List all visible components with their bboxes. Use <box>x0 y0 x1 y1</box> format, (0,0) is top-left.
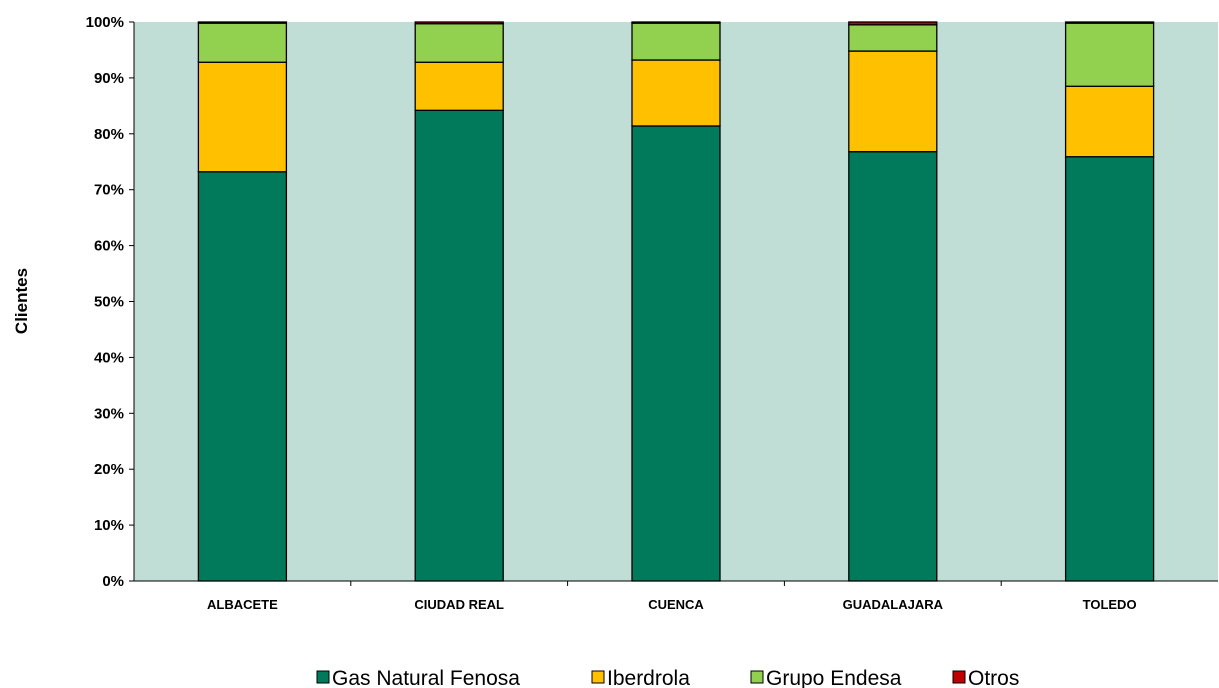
y-tick-label: 70% <box>94 182 124 199</box>
bar-segment <box>414 61 504 111</box>
y-tick-label: 20% <box>94 461 124 478</box>
y-tick-label: 90% <box>94 70 124 87</box>
bar-segment <box>197 61 288 173</box>
y-tick-label: 0% <box>102 573 124 590</box>
y-tick-label: 100% <box>86 14 124 31</box>
y-tick-label: 60% <box>94 238 124 255</box>
x-category-label: GUADALAJARA <box>843 597 944 612</box>
y-tick-label: 50% <box>94 294 124 311</box>
bar-segment <box>1064 21 1155 24</box>
legend-swatch <box>952 670 966 684</box>
legend: Gas Natural Fenosa Iberdrola Grupo Endesa O… <box>316 667 1019 688</box>
y-tick-label: 40% <box>94 349 124 366</box>
x-category-label: CIUDAD REAL <box>414 597 504 612</box>
bar-segment <box>631 21 721 24</box>
bar-segment <box>631 125 721 582</box>
y-axis-ticks: 0% 10% 20% 30% 40% 50% 60% 70% 80% 90% 100% <box>86 14 134 590</box>
bar-segment <box>848 151 938 582</box>
y-tick-label: 30% <box>94 405 124 422</box>
x-category-label: CUENCA <box>648 597 704 612</box>
legend-label: Grupo Endesa <box>766 667 902 688</box>
bar-segment <box>1064 156 1155 582</box>
legend-label: Iberdrola <box>607 667 690 688</box>
bar-segment <box>848 21 938 26</box>
x-category-label: TOLEDO <box>1083 597 1137 612</box>
bar-segment <box>197 21 288 24</box>
bar-segment <box>414 23 504 63</box>
legend-swatch <box>591 670 605 684</box>
bars <box>197 21 1155 582</box>
legend-label: Gas Natural Fenosa <box>332 667 520 688</box>
y-tick-label: 10% <box>94 517 124 534</box>
bar-segment <box>1064 22 1155 87</box>
legend-swatch <box>316 670 330 684</box>
bar-segment <box>631 59 721 127</box>
bar-segment <box>848 24 938 52</box>
y-tick-label: 80% <box>94 126 124 143</box>
bar-segment <box>848 50 938 153</box>
y-axis-label: Clientes <box>12 268 31 334</box>
legend-swatch <box>750 670 764 684</box>
bar-segment <box>1064 85 1155 158</box>
bar-segment <box>197 22 288 63</box>
bar-segment <box>197 171 288 582</box>
bar-segment <box>414 109 504 582</box>
legend-label: Otros <box>968 667 1019 688</box>
bar-segment <box>414 21 504 25</box>
x-axis-categories: ALBACETE CIUDAD REAL CUENCA GUADALAJARA TOLE… <box>207 581 1137 612</box>
x-category-label: ALBACETE <box>207 597 278 612</box>
bar-segment <box>631 22 721 61</box>
